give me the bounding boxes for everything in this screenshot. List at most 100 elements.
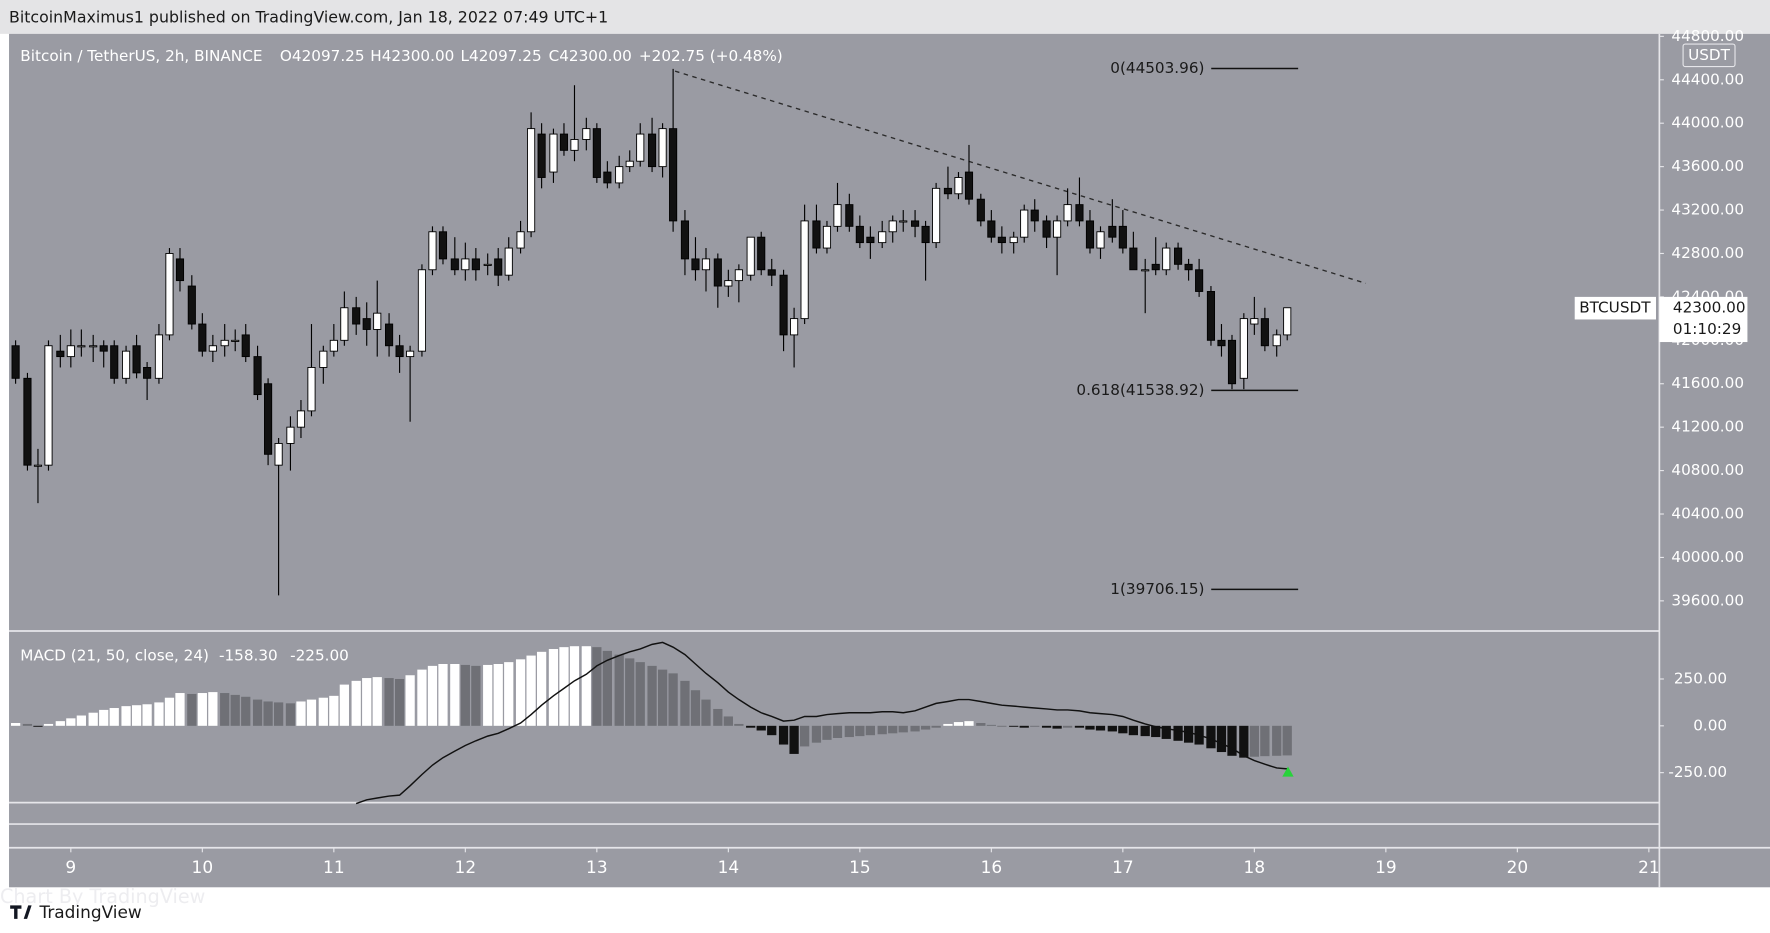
ohlc-value: L42097.25 (461, 47, 542, 65)
histogram-bar (154, 702, 164, 726)
histogram-bar (602, 650, 612, 726)
candle-body (1174, 247, 1183, 265)
candle-body (23, 377, 32, 466)
countdown-text: 01:10:29 (1673, 320, 1741, 338)
histogram-bar (767, 725, 777, 736)
histogram-bar (559, 647, 569, 726)
histogram-bar (220, 693, 230, 726)
fib-label: 0(44503.96) (1110, 59, 1204, 77)
candle-body (44, 345, 53, 466)
histogram-bar (109, 708, 119, 726)
candle-body (669, 128, 678, 222)
histogram-bar (241, 696, 251, 726)
histogram-bar (1173, 725, 1183, 741)
candle-body (66, 345, 75, 358)
histogram-bar (943, 723, 953, 726)
candle-body (724, 280, 733, 287)
histogram-bar (99, 709, 109, 726)
y-tick-label: 43600.00 (1671, 157, 1744, 175)
histogram-bar (1260, 725, 1270, 757)
candle-body (1272, 334, 1281, 347)
candle-body (1141, 269, 1150, 272)
histogram-bar (1041, 725, 1052, 728)
candle-body (866, 236, 875, 244)
x-tick-label: 18 (1244, 857, 1266, 877)
price-tag (1659, 296, 1748, 343)
candle-body (1184, 263, 1193, 271)
candle-body (537, 133, 546, 178)
histogram-bar (844, 725, 854, 738)
histogram-bar (778, 725, 789, 745)
histogram-bar (701, 699, 711, 726)
histogram-bar (504, 662, 514, 726)
histogram-bar (614, 654, 624, 726)
candle-body (220, 339, 229, 347)
histogram-bar (427, 665, 438, 726)
candle-body (713, 258, 722, 287)
candle-body (701, 258, 711, 271)
candle-body (33, 464, 43, 467)
histogram-bar (55, 721, 65, 726)
histogram-bar (822, 725, 832, 740)
histogram-bar (493, 664, 503, 726)
candle-body (143, 367, 152, 379)
candle-body (845, 204, 854, 227)
histogram-bar (76, 715, 86, 726)
candle-body (911, 220, 920, 227)
candle-body (1030, 209, 1039, 222)
y-tick-label: 41600.00 (1671, 374, 1744, 392)
x-tick-label: 14 (718, 857, 740, 877)
histogram-bar (1227, 725, 1237, 756)
histogram-bar (1249, 725, 1259, 757)
candle-body (385, 323, 394, 347)
histogram-bar (175, 693, 185, 726)
candle-body (1020, 209, 1029, 238)
histogram-bar (417, 669, 427, 726)
histogram-bar (1062, 725, 1073, 728)
x-tick-label: 13 (586, 857, 608, 877)
candle-body (527, 128, 536, 233)
candle-body (878, 231, 887, 244)
candle-body (450, 258, 459, 271)
candle-body (1042, 220, 1051, 238)
histogram-bar (920, 725, 931, 730)
histogram-bar (811, 725, 822, 743)
histogram-bar (33, 725, 43, 727)
candle-body (779, 274, 788, 336)
watermark: Chart By TradingView (0, 885, 205, 908)
x-tick-label: 17 (1112, 857, 1134, 877)
histogram-bar (581, 646, 591, 726)
histogram-bar (252, 699, 263, 726)
candle-body (658, 128, 667, 168)
candle-body (1283, 307, 1292, 336)
candle-body (691, 258, 700, 271)
histogram-bar (273, 702, 284, 726)
histogram-bar (647, 665, 657, 726)
x-tick-label: 15 (849, 857, 871, 877)
candle-body (461, 258, 470, 271)
histogram-bar (372, 677, 382, 726)
macd-line (355, 641, 1288, 805)
macd-title: MACD (21, 50, close, 24) (20, 646, 209, 664)
x-tick-label: 20 (1507, 857, 1529, 877)
candle-body (833, 204, 842, 227)
y-tick-label: 40800.00 (1671, 461, 1744, 479)
histogram-bar (1052, 725, 1062, 729)
histogram-bar (22, 723, 33, 726)
fib-label: 0.618(41538.92) (1076, 381, 1204, 399)
candle-body (1009, 236, 1018, 244)
candle-body (570, 139, 579, 151)
histogram-bar (362, 678, 372, 726)
histogram-bar (351, 680, 361, 726)
histogram-bar (1019, 725, 1029, 728)
candle-body (264, 383, 273, 455)
histogram-bar (976, 723, 986, 726)
histogram-bar (898, 725, 908, 733)
candle-body (932, 187, 941, 244)
histogram-bar (526, 655, 536, 726)
histogram-bar (405, 675, 415, 726)
candle-body (549, 133, 558, 173)
candle-body (11, 345, 20, 379)
candle-body (187, 285, 196, 325)
candle-body (1063, 204, 1072, 222)
